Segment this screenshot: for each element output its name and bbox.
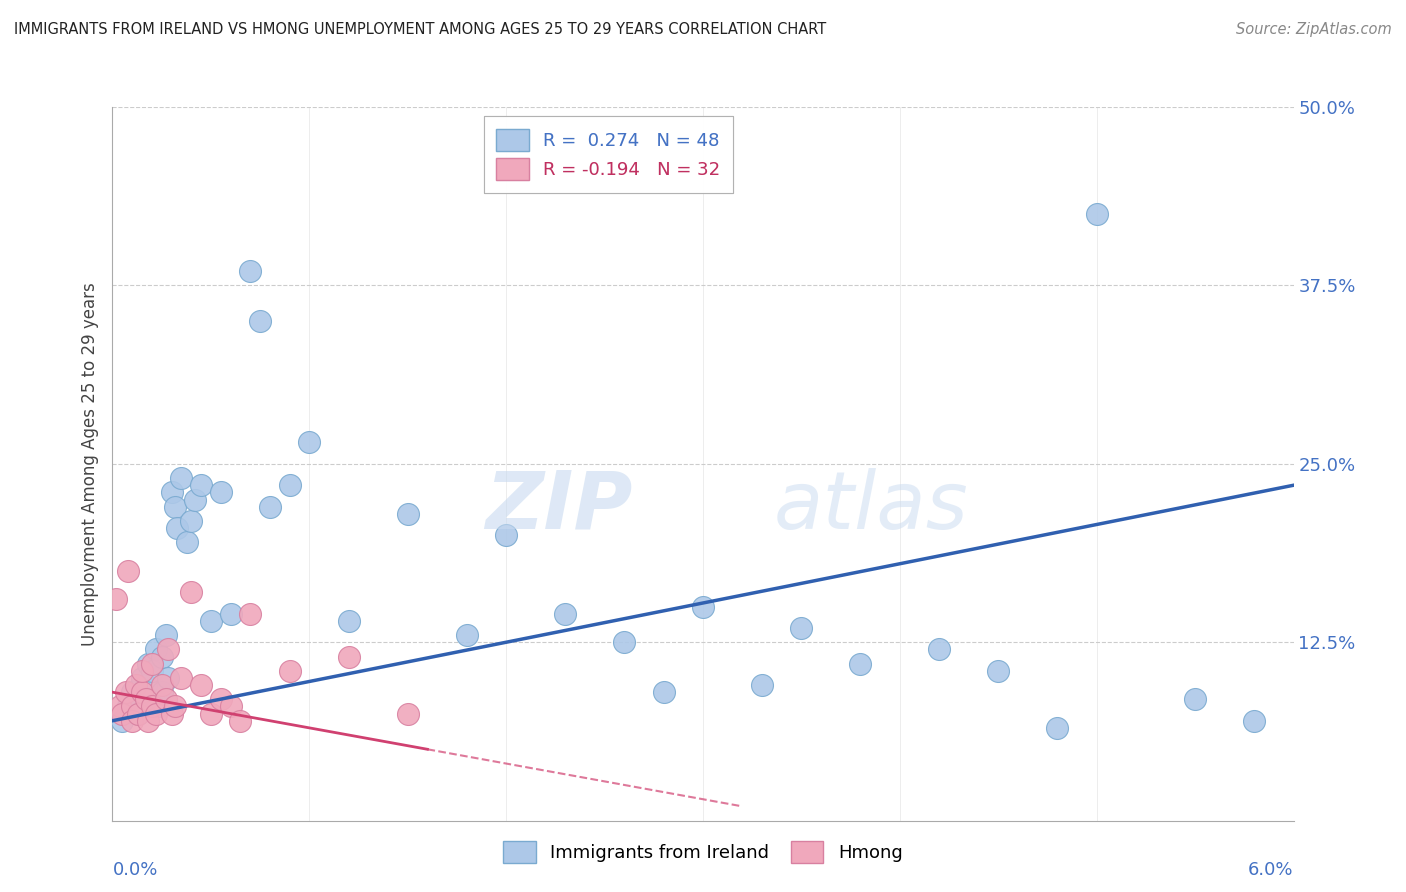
Point: [125, 678, 148, 692]
Point: [1046, 721, 1069, 735]
Point: [239, 264, 262, 278]
Point: [160, 706, 183, 721]
Point: [131, 685, 153, 699]
Point: [156, 642, 179, 657]
Point: [219, 699, 242, 714]
Point: [554, 607, 576, 621]
Point: [1243, 714, 1265, 728]
Point: [145, 642, 167, 657]
Point: [613, 635, 636, 649]
Point: [180, 514, 202, 528]
Text: Source: ZipAtlas.com: Source: ZipAtlas.com: [1236, 22, 1392, 37]
Point: [652, 685, 675, 699]
Point: [136, 657, 159, 671]
Point: [249, 314, 271, 328]
Point: [165, 699, 187, 714]
Legend: Immigrants from Ireland, Hmong: Immigrants from Ireland, Hmong: [492, 830, 914, 874]
Point: [1184, 692, 1206, 706]
Point: [1085, 207, 1108, 221]
Point: [145, 706, 167, 721]
Point: [111, 706, 134, 721]
Point: [337, 649, 360, 664]
Point: [141, 664, 163, 678]
Point: [125, 692, 148, 706]
Point: [495, 528, 517, 542]
Point: [135, 692, 157, 706]
Point: [141, 657, 163, 671]
Point: [200, 706, 222, 721]
Point: [155, 628, 177, 642]
Text: atlas: atlas: [773, 467, 969, 546]
Point: [150, 649, 173, 664]
Point: [150, 678, 173, 692]
Point: [184, 492, 207, 507]
Point: [127, 706, 149, 721]
Point: [239, 607, 262, 621]
Point: [165, 500, 187, 514]
Point: [146, 699, 169, 714]
Point: [176, 535, 198, 549]
Text: IMMIGRANTS FROM IRELAND VS HMONG UNEMPLOYMENT AMONG AGES 25 TO 29 YEARS CORRELAT: IMMIGRANTS FROM IRELAND VS HMONG UNEMPLO…: [14, 22, 827, 37]
Legend: R =  0.274   N = 48, R = -0.194   N = 32: R = 0.274 N = 48, R = -0.194 N = 32: [484, 116, 733, 193]
Point: [278, 664, 301, 678]
Point: [135, 678, 157, 692]
Point: [278, 478, 301, 492]
Point: [131, 664, 153, 678]
Point: [131, 671, 153, 685]
Text: 6.0%: 6.0%: [1249, 861, 1294, 879]
Point: [117, 564, 139, 578]
Point: [150, 685, 173, 699]
Point: [170, 671, 193, 685]
Point: [298, 435, 321, 450]
Point: [160, 485, 183, 500]
Point: [337, 614, 360, 628]
Point: [928, 642, 950, 657]
Point: [456, 628, 478, 642]
Point: [396, 507, 419, 521]
Text: ZIP: ZIP: [485, 467, 633, 546]
Point: [790, 621, 813, 635]
Point: [229, 714, 252, 728]
Point: [121, 685, 143, 699]
Point: [396, 706, 419, 721]
Point: [121, 714, 143, 728]
Text: 0.0%: 0.0%: [112, 861, 157, 879]
Point: [117, 699, 139, 714]
Point: [849, 657, 872, 671]
Point: [166, 521, 188, 535]
Point: [121, 699, 143, 714]
Point: [190, 678, 212, 692]
Point: [110, 699, 132, 714]
Point: [190, 478, 212, 492]
Point: [209, 692, 232, 706]
Point: [155, 692, 177, 706]
Point: [111, 714, 134, 728]
Y-axis label: Unemployment Among Ages 25 to 29 years: Unemployment Among Ages 25 to 29 years: [80, 282, 98, 646]
Point: [259, 500, 281, 514]
Point: [219, 607, 242, 621]
Point: [156, 671, 179, 685]
Point: [200, 614, 222, 628]
Point: [115, 685, 138, 699]
Point: [180, 585, 202, 599]
Point: [692, 599, 714, 614]
Point: [105, 592, 128, 607]
Point: [209, 485, 232, 500]
Point: [127, 706, 149, 721]
Point: [751, 678, 773, 692]
Point: [987, 664, 1010, 678]
Point: [136, 714, 159, 728]
Point: [170, 471, 193, 485]
Point: [141, 699, 163, 714]
